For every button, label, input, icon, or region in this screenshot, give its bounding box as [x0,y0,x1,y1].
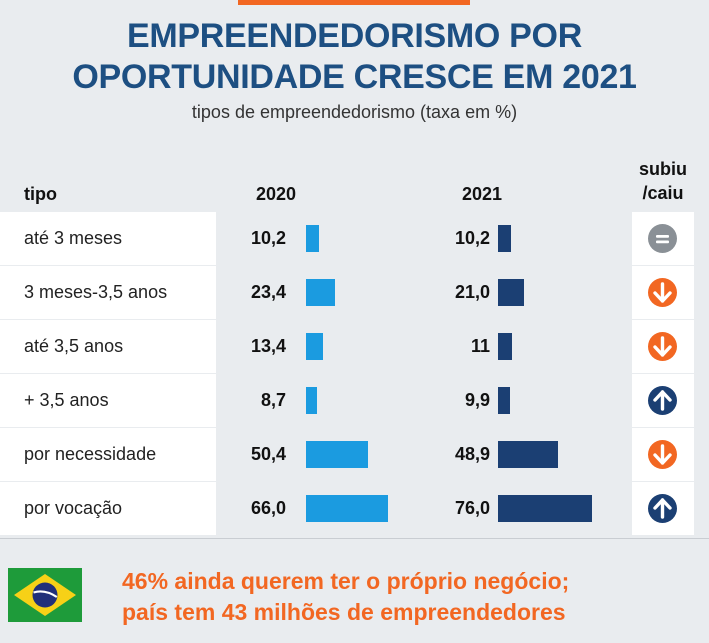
value-2020: 13,4 [250,336,286,356]
divider [0,538,709,539]
footer-line-2: país tem 43 milhões de empreendedores [122,599,566,625]
value-2020: 66,0 [250,498,286,518]
bar-2020 [306,225,319,252]
value-2020: 10,2 [250,228,286,248]
trend-cell [632,374,694,427]
row-label-cell: por vocação [0,482,216,535]
bar-2020 [306,441,368,468]
header-trend: subiu /caiu [628,157,698,205]
trend-cell [632,212,694,265]
title-line-1: EMPREENDEDORISMO POR [127,17,582,55]
table-row: por necessidade 50,4 48,9 [0,428,709,481]
row-label-cell: até 3,5 anos [0,320,216,373]
value-2021: 76,0 [454,498,490,518]
trend-equal-icon [648,224,677,253]
header-2020: 2020 [256,184,297,204]
row-label-cell: por necessidade [0,428,216,481]
subtitle: tipos de empreendedorismo (taxa em %) [191,102,518,122]
trend-cell [632,482,694,535]
page-title: EMPREENDEDORISMO POR OPORTUNIDADE CRESCE… [0,16,709,98]
bar-2021 [498,225,511,252]
header-tipo: tipo [24,184,57,204]
footer-line-1: 46% ainda querem ter o próprio negócio; [122,568,570,594]
row-label-cell: até 3 meses [0,212,216,265]
table-row: + 3,5 anos 8,7 9,9 [0,374,709,427]
row-label: até 3 meses [24,228,123,248]
value-2020: 8,7 [260,390,286,410]
value-2021: 21,0 [454,282,490,302]
table-row: 3 meses-3,5 anos 23,4 21,0 [0,266,709,319]
table-row: por vocação 66,0 76,0 [0,482,709,535]
header-trend-line-1: subiu [639,159,687,179]
brazil-flag-icon [8,568,82,622]
bar-2021 [498,495,592,522]
bar-2021 [498,333,512,360]
row-label: até 3,5 anos [24,336,124,356]
bar-2020 [306,279,335,306]
header-trend-line-2: /caiu [642,183,684,203]
table-row: até 3,5 anos 13,4 11 [0,320,709,373]
trend-down-icon [648,332,677,361]
accent-bar [238,0,470,5]
value-2021: 10,2 [454,228,490,248]
trend-cell [632,266,694,319]
title-line-2: OPORTUNIDADE CRESCE EM 2021 [72,58,637,96]
trend-up-icon [648,386,677,415]
row-label: + 3,5 anos [24,390,109,410]
bar-2020 [306,495,388,522]
header-2021: 2021 [462,184,503,204]
data-table: até 3 meses 10,2 10,2 3 meses-3,5 anos 23,4 2… [0,212,709,536]
row-label: 3 meses-3,5 anos [24,282,168,302]
value-2020: 50,4 [250,444,286,464]
value-2021: 11 [470,336,490,356]
bar-2021 [498,279,524,306]
row-label-cell: 3 meses-3,5 anos [0,266,216,319]
bar-2021 [498,387,510,414]
trend-down-icon [648,440,677,469]
trend-down-icon [648,278,677,307]
row-label-cell: + 3,5 anos [0,374,216,427]
bar-2021 [498,441,558,468]
trend-up-icon [648,494,677,523]
row-label: por vocação [24,498,123,518]
bar-2020 [306,333,323,360]
value-2021: 48,9 [454,444,490,464]
value-2020: 23,4 [250,282,286,302]
footer-note: 46% ainda querem ter o próprio negócio; … [122,566,569,628]
value-2021: 9,9 [464,390,490,410]
table-row: até 3 meses 10,2 10,2 [0,212,709,265]
trend-cell [632,428,694,481]
trend-cell [632,320,694,373]
bar-2020 [306,387,317,414]
row-label: por necessidade [24,444,157,464]
